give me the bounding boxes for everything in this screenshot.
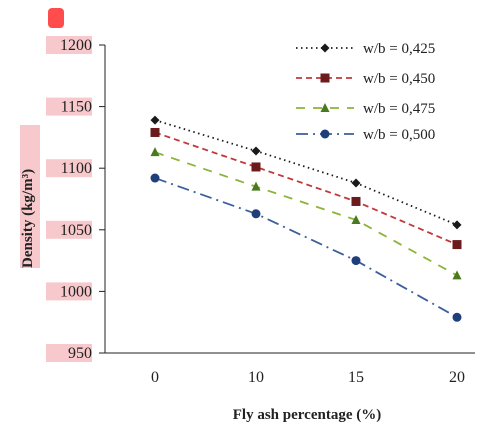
y-tick-highlight [46, 97, 92, 116]
data-point [452, 270, 462, 280]
x-tick-label: 15 [348, 369, 364, 386]
data-point [251, 181, 261, 191]
red-badge-icon [48, 8, 64, 28]
data-point [452, 312, 462, 322]
data-point [351, 256, 361, 266]
legend-item: w/b = 0,450 [296, 71, 435, 87]
data-point [150, 115, 160, 125]
x-axis-title: Fly ash percentage (%) [233, 407, 381, 423]
legend-item: w/b = 0,500 [296, 127, 435, 143]
series-line [154, 131, 458, 246]
data-point [320, 129, 330, 139]
data-point [150, 127, 160, 137]
y-tick-label: 1200 [60, 37, 92, 54]
data-point [251, 209, 261, 219]
legend-label: w/b = 0,475 [363, 101, 435, 117]
data-point [251, 146, 261, 156]
data-point [320, 103, 330, 112]
y-tick-highlight [46, 282, 92, 301]
y-tick-label: 1150 [61, 99, 92, 116]
data-point [351, 214, 361, 224]
y-axis-ticks: 950 1000 1050 1100 1150 1200 [46, 36, 105, 362]
data-point [251, 162, 261, 172]
series-line [154, 151, 458, 277]
legend-label: w/b = 0,450 [363, 71, 435, 87]
data-point [351, 178, 361, 188]
data-point [320, 43, 330, 53]
x-axis-ticks: 0 10 15 20 [151, 369, 465, 386]
legend-label: w/b = 0,500 [363, 127, 435, 143]
y-tick-label: 1050 [60, 222, 92, 239]
data-point [150, 147, 160, 157]
x-tick-label: 0 [151, 369, 159, 386]
x-tick-label: 20 [449, 369, 465, 386]
y-tick-highlight [46, 220, 92, 239]
y-tick-highlight [46, 159, 92, 178]
series-3 [150, 147, 462, 280]
series-2 [150, 127, 462, 250]
series-line [154, 119, 458, 226]
legend: w/b = 0,425 w/b = 0,450 w/b = 0,475 w/b = 0… [296, 41, 435, 143]
series-1 [150, 115, 462, 230]
series-line [154, 177, 458, 319]
x-tick-label: 10 [248, 369, 264, 386]
legend-item: w/b = 0,475 [296, 101, 435, 117]
series-4 [150, 173, 462, 322]
y-tick-label: 1000 [60, 283, 92, 300]
data-point [452, 240, 462, 250]
data-point [351, 196, 361, 206]
legend-label: w/b = 0,425 [363, 41, 435, 57]
y-tick-label: 1100 [61, 160, 92, 177]
series-layer [150, 115, 462, 322]
y-tick-highlight [46, 344, 92, 362]
y-tick-label: 950 [68, 345, 92, 362]
y-axis-title: Density (kg/m³) [20, 169, 36, 268]
y-tick-highlight [46, 36, 92, 54]
data-point [452, 220, 462, 230]
data-point [150, 173, 160, 183]
data-point [320, 73, 330, 83]
y-axis-title-highlight [20, 125, 40, 268]
legend-item: w/b = 0,425 [296, 41, 435, 57]
